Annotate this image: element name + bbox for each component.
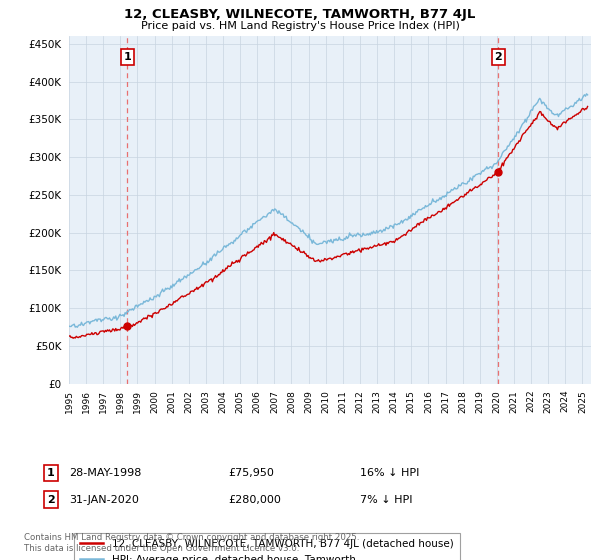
- Text: 7% ↓ HPI: 7% ↓ HPI: [360, 494, 413, 505]
- Text: 16% ↓ HPI: 16% ↓ HPI: [360, 468, 419, 478]
- Text: 28-MAY-1998: 28-MAY-1998: [69, 468, 142, 478]
- Text: Price paid vs. HM Land Registry's House Price Index (HPI): Price paid vs. HM Land Registry's House …: [140, 21, 460, 31]
- Legend: 12, CLEASBY, WILNECOTE, TAMWORTH, B77 4JL (detached house), HPI: Average price, : 12, CLEASBY, WILNECOTE, TAMWORTH, B77 4J…: [74, 533, 460, 560]
- Text: £75,950: £75,950: [228, 468, 274, 478]
- Text: 1: 1: [47, 468, 55, 478]
- Text: 2: 2: [47, 494, 55, 505]
- Text: 12, CLEASBY, WILNECOTE, TAMWORTH, B77 4JL: 12, CLEASBY, WILNECOTE, TAMWORTH, B77 4J…: [124, 8, 476, 21]
- Text: 31-JAN-2020: 31-JAN-2020: [69, 494, 139, 505]
- Text: 2: 2: [494, 52, 502, 62]
- Text: 1: 1: [124, 52, 131, 62]
- Text: £280,000: £280,000: [228, 494, 281, 505]
- Text: Contains HM Land Registry data © Crown copyright and database right 2025.
This d: Contains HM Land Registry data © Crown c…: [24, 533, 359, 553]
